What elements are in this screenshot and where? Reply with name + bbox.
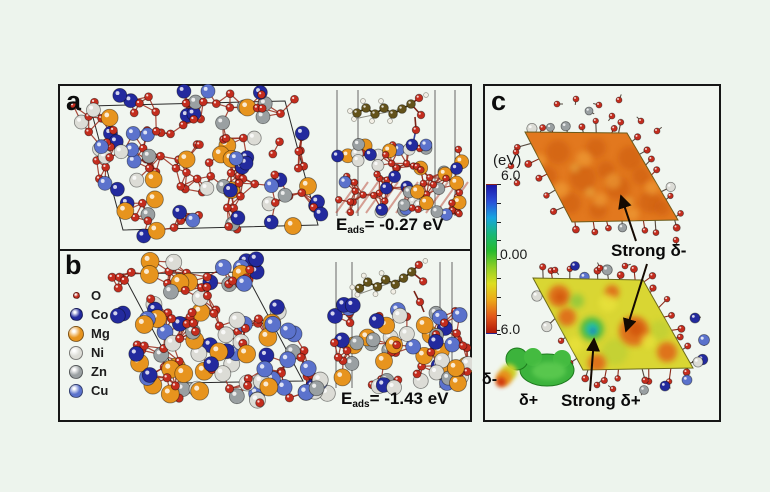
atom-dot-Cu bbox=[69, 383, 83, 398]
legend-item-Zn: Zn bbox=[67, 362, 110, 381]
legend-label: O bbox=[91, 288, 102, 303]
annotation-strong-delta-minus: Strong δ- bbox=[611, 241, 687, 260]
adsorption-energy-a: Eads= -0.27 eV bbox=[336, 215, 444, 236]
eads-symbol: E bbox=[336, 215, 348, 234]
eads-value: = -1.43 eV bbox=[369, 389, 449, 408]
annotation-delta-minus: δ- bbox=[482, 371, 498, 388]
annotation-strong-delta-plus: Strong δ+ bbox=[561, 391, 641, 410]
colorbar-tick-mark bbox=[497, 334, 501, 335]
eads-subscript: ads bbox=[352, 399, 370, 410]
legend-item-Co: Co bbox=[67, 305, 110, 324]
atom-dot-Zn bbox=[69, 364, 83, 379]
colorbar-tick-mark bbox=[497, 315, 501, 317]
colorbar-tick-min: -6.0 bbox=[496, 321, 521, 337]
colorbar-tick-mark bbox=[497, 221, 501, 223]
panel-ab-box bbox=[58, 84, 472, 422]
panel-a-label: a bbox=[66, 86, 82, 116]
eads-subscript: ads bbox=[347, 225, 365, 236]
colorbar-tick-max: 6.0 bbox=[501, 167, 521, 183]
eads-value: = -0.27 eV bbox=[364, 215, 444, 234]
panel-b-label: b bbox=[65, 250, 82, 280]
atom-dot-Co bbox=[69, 308, 83, 321]
legend-item-Cu: Cu bbox=[67, 381, 110, 400]
colorbar-tick-mark bbox=[497, 296, 501, 298]
colorbar-tick-mark bbox=[497, 277, 501, 279]
legend-label: Mg bbox=[91, 326, 110, 341]
panel-divider bbox=[60, 249, 470, 251]
colorbar-unit: (eV) bbox=[493, 152, 522, 169]
colorbar-tick-zero: 0.00 bbox=[500, 246, 528, 262]
legend-label: Zn bbox=[91, 364, 107, 379]
legend-label: Cu bbox=[91, 383, 109, 398]
legend-item-Ni: Ni bbox=[67, 343, 110, 362]
element-legend: O Co Mg Ni Zn Cu bbox=[67, 286, 110, 400]
eads-symbol: E bbox=[341, 389, 353, 408]
colorbar-tick-mark bbox=[497, 240, 501, 242]
atom-dot-Ni bbox=[69, 345, 83, 360]
annotation-delta-plus: δ+ bbox=[519, 392, 539, 409]
colorbar-tick-mark bbox=[497, 259, 501, 260]
panel-c-label: c bbox=[491, 86, 507, 116]
atom-dot-O bbox=[72, 292, 80, 299]
legend-item-Mg: Mg bbox=[67, 324, 110, 343]
colorbar-tick-mark bbox=[497, 202, 501, 204]
legend-label: Ni bbox=[91, 345, 104, 360]
legend-label: Co bbox=[91, 307, 109, 322]
colorbar-tick-mark bbox=[497, 184, 501, 185]
atom-dot-Mg bbox=[68, 325, 84, 342]
adsorption-energy-b: Eads= -1.43 eV bbox=[341, 389, 449, 410]
colorbar-gradient bbox=[486, 184, 497, 334]
legend-item-O: O bbox=[67, 286, 110, 305]
